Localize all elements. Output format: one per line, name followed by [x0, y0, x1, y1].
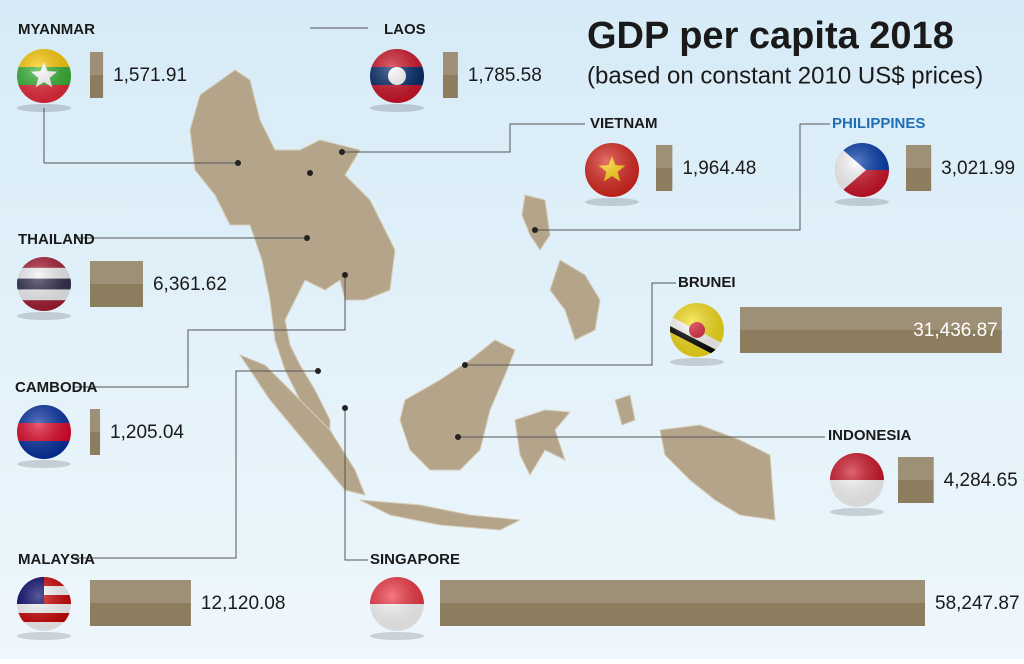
bar-group	[656, 145, 673, 191]
country-label: THAILAND	[18, 231, 95, 248]
country-label: INDONESIA	[828, 427, 912, 444]
value-label: 6,361.62	[153, 274, 227, 295]
bar	[90, 52, 104, 98]
value-label: 58,247.87	[935, 593, 1020, 614]
flag-gloss	[585, 143, 639, 197]
bar	[90, 261, 143, 307]
bar-highlight	[656, 145, 673, 168]
bar-group	[90, 409, 101, 455]
flag	[835, 143, 889, 197]
flag-shadow	[830, 508, 884, 516]
bar-group	[440, 580, 925, 626]
flag-gloss	[370, 49, 424, 103]
bar-group	[90, 580, 191, 626]
bar	[740, 307, 1002, 353]
flag	[17, 49, 71, 103]
bar-group	[90, 261, 143, 307]
flag-shadow	[670, 358, 724, 366]
flag-gloss	[17, 49, 71, 103]
flag-gloss	[830, 453, 884, 507]
value-label: 12,120.08	[201, 593, 286, 614]
bar-highlight	[440, 580, 925, 603]
bar-highlight	[898, 457, 934, 480]
flag-gloss	[17, 257, 71, 311]
flag	[670, 303, 724, 357]
bar-group	[443, 52, 458, 98]
bar-highlight	[443, 52, 458, 75]
flag-gloss	[17, 577, 71, 631]
value-label: 31,436.87	[913, 320, 998, 341]
title: GDP per capita 2018	[587, 15, 954, 57]
flag-shadow	[17, 632, 71, 640]
bar-highlight	[90, 261, 143, 284]
country-label: MYANMAR	[18, 21, 95, 38]
bar	[440, 580, 925, 626]
flag-gloss	[835, 143, 889, 197]
map	[189, 69, 776, 531]
bar	[90, 409, 101, 455]
bar	[656, 145, 673, 191]
bar-highlight	[90, 52, 104, 75]
bar	[90, 580, 191, 626]
flag-shadow	[17, 104, 71, 112]
value-label: 1,964.48	[682, 158, 756, 179]
country-label: BRUNEI	[678, 274, 736, 291]
dots	[235, 149, 538, 440]
country-label: CAMBODIA	[15, 379, 98, 396]
country-label: VIETNAM	[590, 115, 658, 132]
flag-shadow	[835, 198, 889, 206]
flag	[370, 577, 424, 631]
flag	[17, 577, 71, 631]
bar-group	[740, 307, 1002, 353]
flag-gloss	[17, 405, 71, 459]
bar-group	[906, 145, 932, 191]
flag-shadow	[17, 460, 71, 468]
country-label: SINGAPORE	[370, 551, 460, 568]
bar-highlight	[740, 307, 1002, 330]
bar-highlight	[906, 145, 932, 168]
country-label: LAOS	[384, 21, 426, 38]
leader-lines	[43, 27, 830, 561]
bar-highlight	[90, 409, 101, 432]
bar-highlight	[90, 580, 191, 603]
flag	[17, 405, 71, 459]
value-label: 3,021.99	[941, 158, 1015, 179]
bar	[906, 145, 932, 191]
bar	[898, 457, 934, 503]
value-label: 1,205.04	[110, 422, 184, 443]
subtitle: (based on constant 2010 US$ prices)	[587, 62, 983, 89]
flag-gloss	[370, 577, 424, 631]
country-label: PHILIPPINES	[832, 115, 925, 132]
value-label: 4,284.65	[944, 470, 1018, 491]
flag-shadow	[370, 632, 424, 640]
flag	[17, 257, 71, 311]
flag-gloss	[670, 303, 724, 357]
bar-group	[90, 52, 104, 98]
bar	[443, 52, 458, 98]
value-label: 1,785.58	[468, 65, 542, 86]
flag-shadow	[17, 312, 71, 320]
country-label: MALAYSIA	[18, 551, 95, 568]
flag-shadow	[370, 104, 424, 112]
flag	[370, 49, 424, 103]
flag	[585, 143, 639, 197]
flag-shadow	[585, 198, 639, 206]
value-label: 1,571.91	[113, 65, 187, 86]
bar-group	[898, 457, 934, 503]
